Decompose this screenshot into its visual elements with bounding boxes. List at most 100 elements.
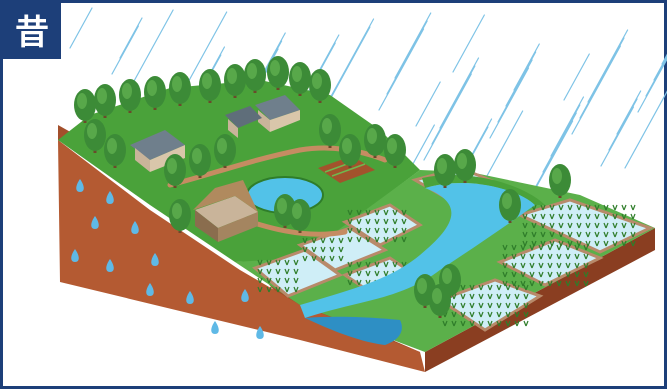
rice-plant (538, 271, 544, 278)
rice-plant (293, 259, 299, 266)
rain-streak (600, 106, 635, 167)
rice-plant (576, 222, 582, 229)
rice-plant (302, 255, 308, 262)
rice-plant (558, 213, 564, 220)
water-drop (71, 249, 79, 262)
soil-cross-section (58, 140, 425, 372)
rain-streak (111, 25, 139, 75)
rice-plant (469, 284, 475, 291)
river-bank (422, 175, 545, 205)
rice-plant (469, 302, 475, 309)
rice-plant (585, 213, 591, 220)
rice-plant (356, 209, 362, 216)
rice-plant (487, 320, 493, 327)
rice-plant (594, 240, 600, 247)
tree (169, 72, 191, 106)
rice-plant (612, 204, 618, 211)
tree (119, 79, 141, 113)
rice-plant (496, 293, 502, 300)
rice-plant (374, 261, 380, 268)
water-drop (131, 221, 139, 234)
rain-streak (119, 17, 143, 59)
rice-plant (556, 244, 562, 251)
rice-plant (547, 253, 553, 260)
rice-plant (365, 236, 371, 243)
rice-plant (284, 268, 290, 275)
rice-plant (520, 271, 526, 278)
rice-plant (320, 246, 326, 253)
rice-plant (347, 279, 353, 286)
tree (267, 56, 289, 90)
rice-plant (347, 270, 353, 277)
rice-plant (565, 244, 571, 251)
rice-plant (496, 284, 502, 291)
rice-plant (365, 270, 371, 277)
rice-plant (374, 218, 380, 225)
rice-plant (451, 302, 457, 309)
rain-streak (423, 73, 472, 161)
rice-plant (565, 262, 571, 269)
river-cross-section (305, 316, 402, 345)
rice-plant (522, 213, 528, 220)
rice-plant (583, 253, 589, 260)
rice-plant (547, 262, 553, 269)
rice-plant (630, 222, 636, 229)
rice-plant (478, 284, 484, 291)
rice-plant (320, 255, 326, 262)
rice-plants (257, 204, 636, 327)
rain-streak (624, 90, 667, 169)
rice-plant (549, 222, 555, 229)
rice-plant (383, 209, 389, 216)
rice-plant (392, 209, 398, 216)
rice-plant (630, 213, 636, 220)
tree (364, 124, 386, 158)
rice-plant (383, 270, 389, 277)
rice-plant (514, 311, 520, 318)
rice-plant (329, 246, 335, 253)
water-drop (106, 191, 114, 204)
rice-plant (320, 237, 326, 244)
rice-plant (460, 311, 466, 318)
rice-plant (401, 227, 407, 234)
soil-right-face (425, 228, 655, 372)
rice-plant (612, 213, 618, 220)
rice-plant (257, 268, 263, 275)
rice-plant (531, 222, 537, 229)
rice-plant (511, 271, 517, 278)
rain-streak (571, 45, 622, 135)
rice-plant (505, 302, 511, 309)
tree (164, 154, 186, 188)
rain-streak (616, 90, 642, 135)
rice-plant (574, 262, 580, 269)
rice-plant (383, 227, 389, 234)
rice-plant (523, 284, 529, 291)
house-tiled-2 (255, 95, 300, 132)
rice-plant (469, 320, 475, 327)
rice-plant (401, 218, 407, 225)
rice-plant (275, 286, 281, 293)
rice-plant (520, 244, 526, 251)
rice-plant (338, 255, 344, 262)
tree (94, 84, 116, 118)
rice-plant (365, 218, 371, 225)
rain-streak (394, 12, 432, 79)
rice-plant (311, 246, 317, 253)
rice-plant (392, 227, 398, 234)
rice-plant (547, 280, 553, 287)
rice-plant (558, 204, 564, 211)
rice-plant (392, 218, 398, 225)
tree (244, 59, 266, 93)
rice-plant (365, 261, 371, 268)
rice-plant (383, 236, 389, 243)
rice-plant (612, 240, 618, 247)
rice-plant (567, 231, 573, 238)
rice-plant (469, 293, 475, 300)
rice-plant (383, 261, 389, 268)
rain-streak (563, 53, 590, 101)
rice-plant (469, 311, 475, 318)
rice-plant (630, 231, 636, 238)
rice-plant (487, 284, 493, 291)
rice-plant (511, 253, 517, 260)
rice-plant (621, 213, 627, 220)
rain-streak (550, 96, 585, 157)
